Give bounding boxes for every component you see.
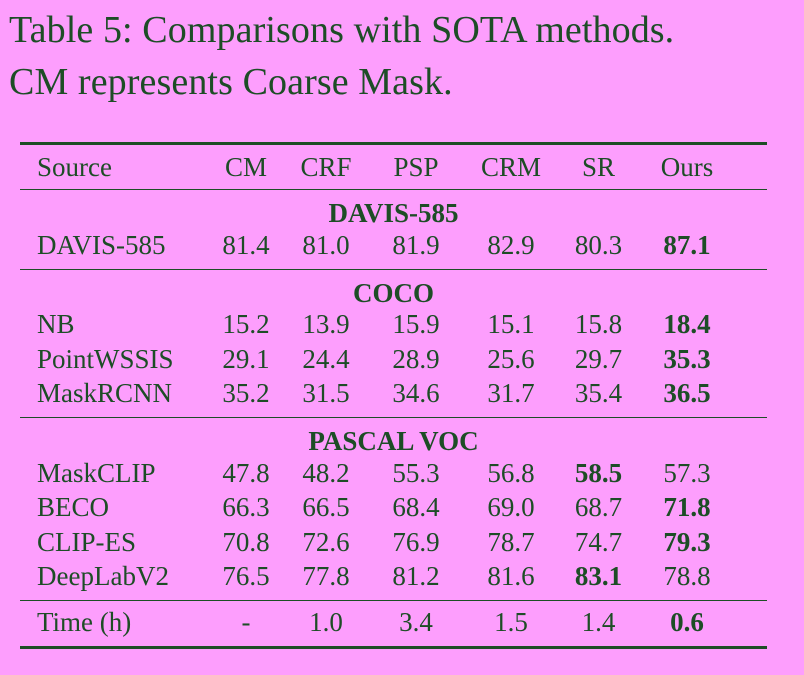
cell-ours: 57.3 (663, 457, 711, 488)
cell-sr: 15.8 (574, 309, 623, 340)
header-cm: CM (224, 151, 268, 182)
cell-sr: 68.7 (574, 492, 623, 523)
cell-crm: 1.5 (494, 606, 528, 637)
cell-psp: 68.4 (392, 492, 440, 523)
table-row: MaskCLIP 47.8 48.2 55.3 56.8 58.5 57.3 (20, 456, 767, 491)
cell-sr: 1.4 (581, 606, 616, 637)
cell-psp: 34.6 (392, 378, 440, 409)
cell-psp: 76.9 (392, 526, 440, 557)
section-rule (20, 600, 767, 601)
caption-line-2: CM represents Coarse Mask. (9, 61, 453, 103)
cell-crm: 81.6 (487, 561, 535, 592)
cell-crf: 13.9 (302, 309, 350, 340)
cell-psp: 3.4 (399, 606, 433, 637)
time-row: Time (h) - 1.0 3.4 1.5 1.4 0.6 (20, 605, 767, 640)
cell-cm: 29.1 (222, 343, 270, 374)
table-row: DAVIS-585 81.4 81.0 81.9 82.9 80.3 87.1 (20, 228, 767, 263)
cell-crf: 31.5 (302, 378, 350, 409)
cell-crf: 77.8 (302, 561, 350, 592)
cell-sr: 80.3 (574, 229, 623, 260)
row-source: DeepLabV2 (37, 561, 169, 592)
cell-cm: 70.8 (222, 526, 270, 557)
table-row: PointWSSIS 29.1 24.4 28.9 25.6 29.7 35.3 (20, 342, 767, 377)
row-source: BECO (37, 492, 110, 523)
cell-sr: 29.7 (574, 343, 623, 374)
cell-crm: 56.8 (487, 457, 535, 488)
cell-ours: 78.8 (663, 561, 711, 592)
cell-psp: 55.3 (392, 457, 440, 488)
header-row: Source CM CRF PSP CRM SR Ours (20, 145, 767, 189)
row-source: NB (37, 309, 75, 340)
cell-crm: 31.7 (487, 378, 535, 409)
cell-sr: 83.1 (574, 561, 623, 592)
cell-ours: 71.8 (663, 492, 711, 523)
cell-crf: 1.0 (309, 606, 343, 637)
cell-sr: 58.5 (574, 457, 623, 488)
cell-cm: - (241, 606, 251, 637)
row-source: Time (h) (37, 606, 132, 637)
cell-crm: 82.9 (487, 229, 535, 260)
section-rule (20, 417, 767, 418)
cell-crf: 24.4 (302, 343, 350, 374)
header-rule (20, 189, 767, 190)
cell-ours: 79.3 (663, 526, 711, 557)
section-title-pascal-voc: PASCAL VOC (308, 426, 479, 456)
header-sr: SR (581, 151, 616, 182)
top-rule (20, 142, 767, 145)
section-title-coco: COCO (353, 277, 434, 308)
cell-crf: 81.0 (302, 229, 350, 260)
cell-cm: 76.5 (222, 561, 270, 592)
row-source: MaskCLIP (37, 457, 156, 488)
table-caption: Table 5: Comparisons with SOTA methods. … (9, 4, 799, 108)
table-row: NB 15.2 13.9 15.9 15.1 15.8 18.4 (20, 308, 767, 343)
cell-sr: 74.7 (574, 526, 623, 557)
cell-crf: 72.6 (302, 526, 350, 557)
cell-cm: 35.2 (222, 378, 270, 409)
cell-crm: 15.1 (487, 309, 535, 340)
table-row: CLIP-ES 70.8 72.6 76.9 78.7 74.7 79.3 (20, 525, 767, 560)
cell-crf: 66.5 (302, 492, 350, 523)
cell-crm: 78.7 (487, 526, 535, 557)
cell-ours: 35.3 (663, 343, 711, 374)
cell-crf: 48.2 (302, 457, 350, 488)
row-source: PointWSSIS (37, 343, 174, 374)
table-row: DeepLabV2 76.5 77.8 81.2 81.6 83.1 78.8 (20, 560, 767, 595)
header-psp: PSP (393, 151, 439, 182)
cell-cm: 81.4 (222, 229, 270, 260)
cell-psp: 81.2 (392, 561, 440, 592)
cell-cm: 15.2 (222, 309, 270, 340)
section-title-davis: DAVIS-585 (328, 198, 459, 228)
header-source: Source (37, 151, 112, 182)
cell-crm: 69.0 (487, 492, 535, 523)
row-source: DAVIS-585 (37, 229, 166, 260)
header-crm: CRM (480, 151, 542, 182)
table-row: BECO 66.3 66.5 68.4 69.0 68.7 71.8 (20, 491, 767, 526)
cell-ours: 18.4 (663, 309, 711, 340)
cell-cm: 47.8 (222, 457, 270, 488)
row-source: CLIP-ES (37, 526, 137, 557)
cell-sr: 35.4 (574, 378, 623, 409)
header-crf: CRF (300, 151, 352, 182)
row-source: MaskRCNN (37, 378, 173, 409)
cell-ours: 0.6 (670, 606, 704, 637)
cell-psp: 81.9 (392, 229, 440, 260)
bottom-rule (20, 645, 767, 649)
comparison-table: Source CM CRF PSP CRM SR Ours DAVIS-585 … (20, 142, 767, 649)
cell-crm: 25.6 (487, 343, 535, 374)
cell-ours: 87.1 (663, 229, 711, 260)
cell-psp: 28.9 (392, 343, 440, 374)
cell-ours: 36.5 (663, 378, 711, 409)
table-row: MaskRCNN 35.2 31.5 34.6 31.7 35.4 36.5 (20, 377, 767, 412)
caption-line-1: Table 5: Comparisons with SOTA methods. (9, 9, 675, 51)
cell-psp: 15.9 (392, 309, 440, 340)
cell-cm: 66.3 (222, 492, 270, 523)
header-ours: Ours (660, 151, 714, 182)
section-rule (20, 268, 767, 270)
